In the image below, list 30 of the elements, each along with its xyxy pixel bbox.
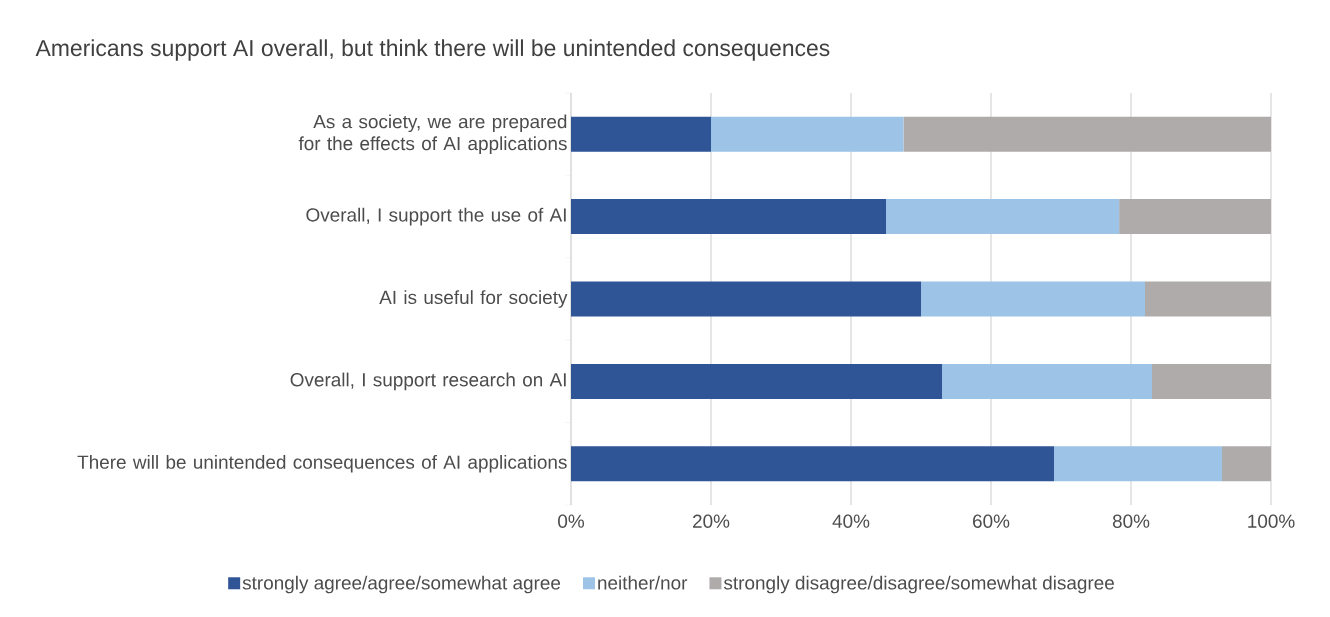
legend-label: strongly disagree/disagree/somewhat disagree	[723, 575, 1114, 594]
y-tick-label: Overall, I support the use of AI	[306, 207, 566, 226]
bar	[571, 199, 887, 235]
chart-title: Americans support AI overall, but think there will be unintended consequences	[35, 39, 830, 61]
bar	[1119, 199, 1272, 235]
y-tick-label: AI is useful for society	[379, 290, 568, 308]
bar	[1152, 363, 1272, 399]
x-tick-label: 100%	[1248, 514, 1295, 528]
x-tick-label: 0%	[558, 514, 585, 528]
bar	[1054, 446, 1223, 482]
bar	[571, 116, 712, 152]
x-tick-label: 80%	[1112, 514, 1150, 528]
y-tick-label: As a society, we are prepared for the effects of AI applications	[298, 114, 567, 154]
x-tick-label: 60%	[973, 514, 1010, 528]
bar	[886, 199, 1120, 235]
y-tick-label: Overall, I support research on AI	[290, 372, 566, 391]
legend-label: neither/nor	[598, 575, 688, 590]
bar	[903, 116, 1272, 152]
bar	[571, 446, 1055, 482]
bar	[1145, 281, 1272, 317]
bar	[942, 363, 1153, 399]
bar	[921, 281, 1146, 317]
legend-label: strongly agree/agree/somewhat agree	[242, 575, 561, 594]
bar	[1222, 446, 1272, 482]
bar	[571, 281, 922, 317]
x-tick-label: 20%	[693, 514, 730, 528]
y-tick-label: There will be unintended consequences of AI applications	[77, 454, 567, 473]
bar	[571, 363, 943, 399]
x-tick-label: 40%	[832, 514, 870, 528]
bar	[711, 116, 904, 152]
